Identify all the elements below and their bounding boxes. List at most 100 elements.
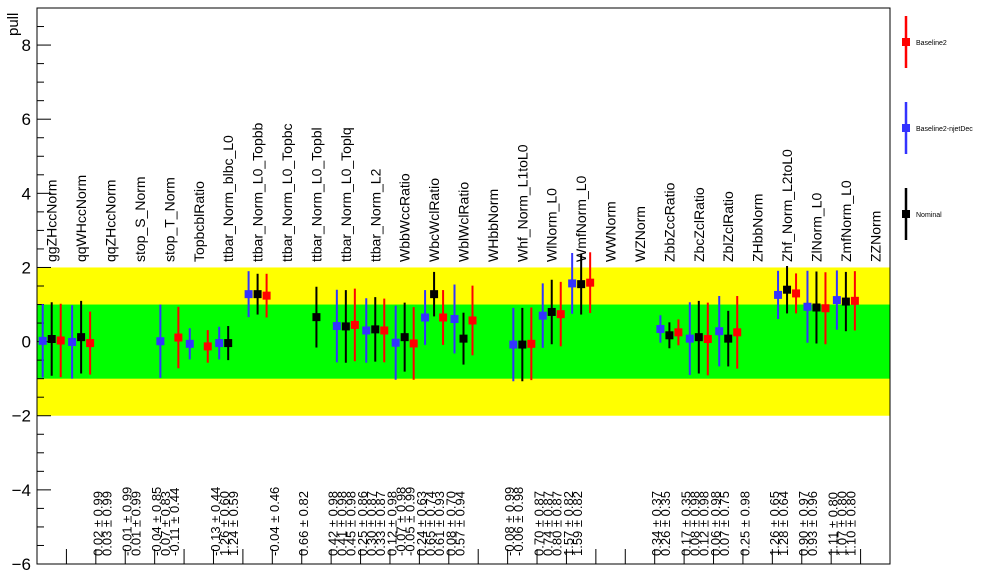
category-label: Whf_Norm_L1toL0: [514, 144, 530, 262]
category-label: Zhf_Norm_L2toL0: [779, 149, 795, 262]
category-label: ZblZclRatio: [720, 191, 736, 262]
y-tick-label: 0: [22, 333, 31, 352]
data-point: [694, 333, 703, 342]
data-point: [47, 335, 56, 344]
category-label: ggZHccNorm: [44, 180, 60, 262]
data-point: [332, 322, 341, 331]
category-label: ZbbZccRatio: [661, 182, 677, 262]
data-point: [421, 313, 430, 322]
data-point: [341, 322, 350, 331]
data-point: [733, 328, 742, 337]
category-label: TopbcblRatio: [191, 181, 207, 262]
legend-label: Nominal: [916, 212, 942, 219]
data-point: [400, 333, 409, 342]
data-point: [450, 314, 459, 323]
data-point: [203, 342, 212, 351]
data-point: [362, 326, 371, 335]
y-tick-label: 6: [22, 110, 31, 129]
data-point: [77, 333, 86, 342]
value-label: -0.04 ± 0.46: [267, 487, 282, 556]
data-point: [841, 297, 850, 306]
data-point: [803, 302, 812, 311]
value-label: 1.57 ± 0.82: [561, 491, 576, 556]
value-label: 0.80 ± 0.87: [550, 491, 565, 556]
data-point: [850, 296, 859, 305]
data-point: [527, 339, 536, 348]
data-point: [244, 290, 253, 299]
category-label: ttbar_Norm_L2: [367, 168, 383, 262]
data-point: [685, 334, 694, 343]
value-label: 0.25 ± 0.98: [737, 491, 752, 556]
value-label: 0.08 ± 0.70: [443, 491, 458, 556]
value-label: 0.41 ± 0.98: [335, 491, 350, 556]
value-label: 0.25 ± 0.86: [355, 491, 370, 556]
category-label: stop_S_Norm: [132, 176, 148, 262]
data-point: [724, 334, 733, 343]
value-label: -0.01 ± 0.99: [120, 487, 135, 556]
data-point: [468, 316, 477, 325]
value-label: -0.04 ± 0.85: [149, 487, 164, 556]
value-label: 1.26 ± 0.60: [217, 491, 232, 556]
data-point: [262, 291, 271, 300]
value-label: -0.07 ± 0.98: [393, 487, 408, 556]
category-labels: ggZHccNorm qqWHccNorm qqZHccNorm stop_S_Nor…: [44, 122, 884, 262]
data-point: [185, 339, 194, 348]
category-label: WlNorm_L0: [544, 188, 560, 262]
category-label: WblWclRatio: [456, 182, 472, 262]
axes: pull −6 −4 −2 0 2 4 6 8: [5, 7, 891, 572]
data-point: [371, 325, 380, 334]
data-point: [409, 339, 418, 348]
data-point: [577, 280, 586, 289]
y-tick-label: 8: [22, 36, 31, 55]
category-label: stop_T_Norm: [161, 177, 177, 262]
data-point: [656, 324, 665, 333]
legend-box: [893, 8, 993, 564]
y-tick-label: 4: [22, 184, 31, 203]
value-label: 0.57 ± 0.94: [452, 491, 467, 556]
category-label: WbbWccRatio: [397, 173, 413, 262]
category-label: qqWHccNorm: [73, 175, 89, 262]
data-point: [783, 285, 792, 294]
data-point: [703, 335, 712, 344]
data-point: [792, 289, 801, 298]
legend-label: Baseline2-njetDec: [916, 126, 973, 133]
data-point: [68, 337, 77, 346]
data-point: [350, 320, 359, 329]
data-point: [56, 336, 65, 345]
category-label: ttbar_Norm_L0_Topbl: [308, 127, 324, 262]
data-point: [538, 311, 547, 320]
value-label: 0.61 ± 0.93: [432, 491, 447, 556]
value-labels: 0.02 ± 0.990.03 ± 0.99 -0.01 ± 0.990.01 ±…: [90, 487, 858, 556]
value-label: 0.26 ± 0.35: [658, 491, 673, 556]
value-label: 0.33 ± 0.87: [373, 491, 388, 556]
data-point: [715, 327, 724, 336]
data-point: [86, 339, 95, 348]
data-point: [665, 331, 674, 340]
data-point: [812, 303, 821, 312]
data-point: [38, 336, 47, 345]
value-label: -0.13 ± 0.44: [208, 487, 223, 556]
value-label: 1.07 ± 0.80: [835, 491, 850, 556]
legend-marker: [902, 124, 910, 132]
value-label: 1.59 ± 0.82: [570, 491, 585, 556]
data-point: [459, 334, 468, 343]
data-point: [215, 339, 224, 348]
value-label: 0.93 ± 0.96: [805, 491, 820, 556]
value-label: -0.11 ± 0.44: [167, 488, 182, 556]
value-label: 0.07 ± 0.83: [158, 491, 173, 556]
value-label: 0.66 ± 0.82: [296, 491, 311, 556]
category-label: ZbcZclRatio: [691, 187, 707, 262]
value-label: 0.74 ± 0.87: [541, 491, 556, 556]
category-label: ttbar_Norm_L0_Toplq: [338, 127, 354, 262]
value-label: -0.08 ± 0.99: [502, 487, 517, 556]
category-label: WWNorm: [603, 201, 619, 262]
legend-label: Baseline2: [916, 40, 947, 47]
category-label: qqZHccNorm: [103, 180, 119, 262]
value-label: 0.03 ± 0.99: [99, 491, 114, 556]
data-point: [509, 340, 518, 349]
value-label: 1.24 ± 0.59: [226, 491, 241, 556]
data-points: [38, 252, 859, 382]
value-label: 0.34 ± 0.37: [649, 491, 664, 556]
value-label: -0.05 ± 0.99: [402, 487, 417, 556]
